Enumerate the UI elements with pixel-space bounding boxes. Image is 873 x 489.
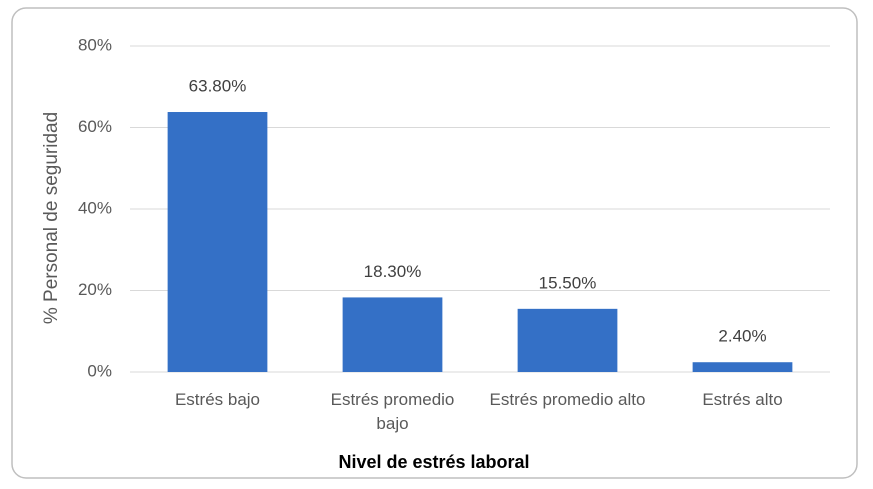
data-label: 15.50%	[539, 273, 597, 292]
bar	[692, 362, 793, 372]
data-label: 63.80%	[189, 76, 247, 95]
bar	[517, 308, 618, 372]
y-tick-label: 40%	[78, 198, 112, 217]
y-tick-label: 0%	[87, 361, 112, 380]
y-tick-label: 60%	[78, 117, 112, 136]
data-label: 18.30%	[364, 262, 422, 281]
bar	[342, 297, 443, 372]
x-tick-label: Estrés alto	[702, 390, 783, 409]
x-tick-label: Estrés promedio alto	[489, 390, 646, 409]
bar	[167, 112, 268, 372]
data-label: 2.40%	[718, 327, 766, 346]
x-tick-label: Estrés promedio bajo	[330, 390, 455, 433]
y-axis-title: % Personal de seguridad	[41, 112, 62, 324]
y-tick-label: 80%	[78, 35, 112, 54]
x-axis-title: Nivel de estrés laboral	[338, 452, 529, 472]
x-tick-label: Estrés bajo	[174, 390, 261, 409]
y-tick-label: 20%	[78, 280, 112, 299]
